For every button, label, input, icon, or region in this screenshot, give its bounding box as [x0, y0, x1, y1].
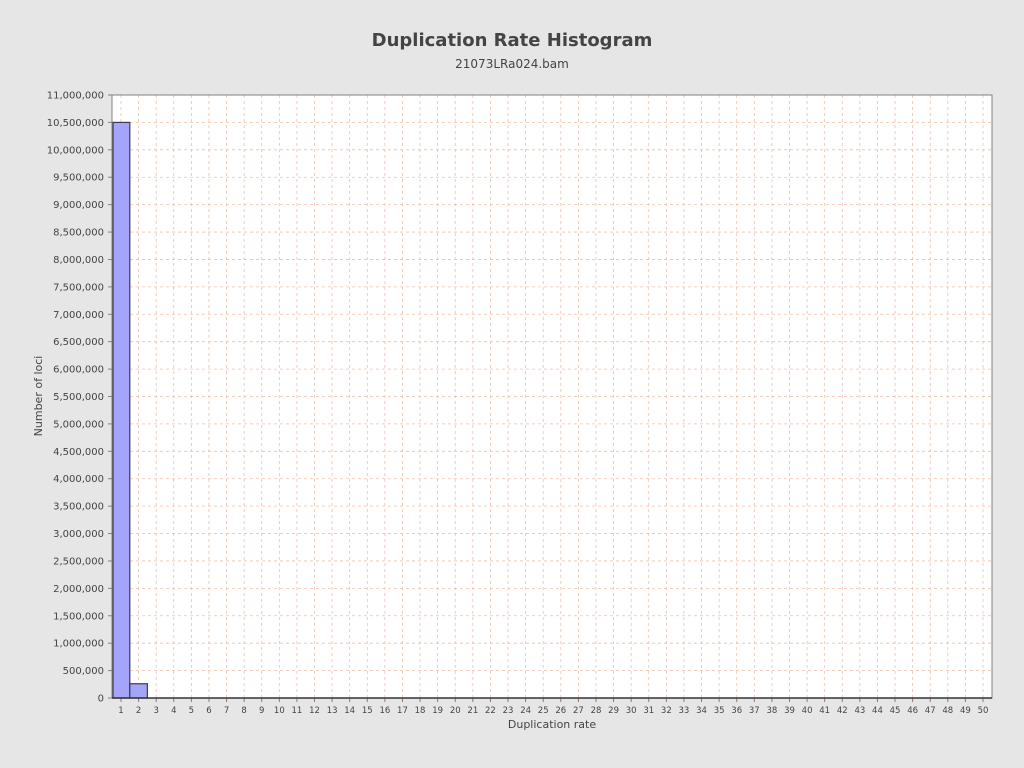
x-tick-label: 7 [224, 706, 229, 716]
x-tick-label: 23 [503, 706, 514, 716]
y-tick-label: 5,500,000 [53, 392, 104, 403]
x-tick-label: 13 [327, 706, 338, 716]
x-tick-label: 50 [978, 706, 989, 716]
x-tick-label: 16 [379, 706, 390, 716]
y-tick-label: 7,500,000 [53, 282, 104, 293]
x-tick-label: 38 [766, 706, 777, 716]
x-tick-label: 34 [696, 706, 707, 716]
x-tick-label: 12 [309, 706, 320, 716]
x-tick-label: 3 [153, 706, 158, 716]
y-tick-labels: 0 500,000 1,000,000 1,500,000 2,000,000 2,500… [47, 91, 104, 705]
x-tick-label: 30 [626, 706, 637, 716]
grid-lines [112, 94, 992, 699]
x-tick-label: 14 [344, 706, 355, 716]
y-tick-label: 10,000,000 [47, 145, 104, 156]
x-tick-label: 19 [432, 706, 443, 716]
x-tick-label: 25 [538, 706, 549, 716]
x-tick-label: 5 [189, 706, 194, 716]
x-tick-label: 43 [854, 706, 865, 716]
y-tick-label: 8,500,000 [53, 228, 104, 239]
y-tick-label: 0 [98, 694, 104, 705]
x-tick-labels: 1 2 3 4 5 6 7 8 9 10 11 12 13 14 15 16 17 18 19 20 21 22 23 24 2… [118, 706, 988, 716]
x-tick-label: 35 [714, 706, 725, 716]
y-tick-label: 3,500,000 [53, 502, 104, 513]
x-tick-label: 36 [731, 706, 742, 716]
y-tick-label: 1,000,000 [53, 639, 104, 650]
x-tick-label: 42 [837, 706, 848, 716]
x-tick-label: 46 [907, 706, 918, 716]
x-tick-label: 10 [274, 706, 285, 716]
x-tick-label: 40 [802, 706, 813, 716]
y-axis-title: Number of loci [32, 356, 45, 437]
y-tick-label: 7,000,000 [53, 310, 104, 321]
y-tick-label: 5,000,000 [53, 419, 104, 430]
x-tick-label: 31 [643, 706, 654, 716]
x-tick-label: 21 [467, 706, 478, 716]
x-tick-label: 8 [241, 706, 246, 716]
y-tick-label: 9,500,000 [53, 173, 104, 184]
y-tick-label: 1,500,000 [53, 611, 104, 622]
x-tick-label: 44 [872, 706, 883, 716]
y-tick-label: 2,000,000 [53, 584, 104, 595]
y-tick-label: 4,500,000 [53, 447, 104, 458]
x-tick-label: 9 [259, 706, 264, 716]
x-tick-label: 26 [555, 706, 566, 716]
y-tick-label: 6,500,000 [53, 337, 104, 348]
bars [112, 121, 148, 699]
x-tick-label: 24 [520, 706, 531, 716]
x-tick-label: 49 [960, 706, 971, 716]
y-tick-label: 11,000,000 [47, 91, 104, 102]
x-tick-label: 45 [890, 706, 901, 716]
x-tick-label: 37 [749, 706, 760, 716]
x-axis-title: Duplication rate [508, 718, 596, 731]
x-tick-label: 20 [450, 706, 461, 716]
y-tick-label: 3,000,000 [53, 529, 104, 540]
x-tick-label: 2 [136, 706, 141, 716]
histogram-bar [129, 683, 148, 699]
x-tick-label: 47 [925, 706, 936, 716]
x-tick-label: 28 [591, 706, 602, 716]
x-tick-label: 17 [397, 706, 408, 716]
x-tick-label: 32 [661, 706, 672, 716]
chart-title: Duplication Rate Histogram [371, 30, 653, 51]
x-tick-label: 15 [362, 706, 373, 716]
axes [108, 94, 993, 702]
x-tick-label: 18 [415, 706, 426, 716]
x-tick-label: 41 [819, 706, 830, 716]
y-tick-label: 8,000,000 [53, 255, 104, 266]
x-tick-label: 22 [485, 706, 496, 716]
y-tick-label: 4,000,000 [53, 474, 104, 485]
y-tick-label: 500,000 [63, 666, 104, 677]
x-tick-label: 6 [206, 706, 211, 716]
x-tick-label: 29 [608, 706, 619, 716]
x-tick-label: 4 [171, 706, 176, 716]
x-tick-label: 27 [573, 706, 584, 716]
y-tick-label: 10,500,000 [47, 118, 104, 129]
y-tick-label: 2,500,000 [53, 556, 104, 567]
x-tick-label: 33 [679, 706, 690, 716]
chart-subtitle: 21073LRa024.bam [455, 57, 569, 71]
histogram-bar [112, 121, 131, 699]
y-tick-label: 6,000,000 [53, 365, 104, 376]
x-tick-label: 1 [118, 706, 123, 716]
x-tick-label: 48 [942, 706, 953, 716]
y-tick-label: 9,000,000 [53, 200, 104, 211]
x-tick-label: 39 [784, 706, 795, 716]
x-tick-label: 11 [292, 706, 303, 716]
